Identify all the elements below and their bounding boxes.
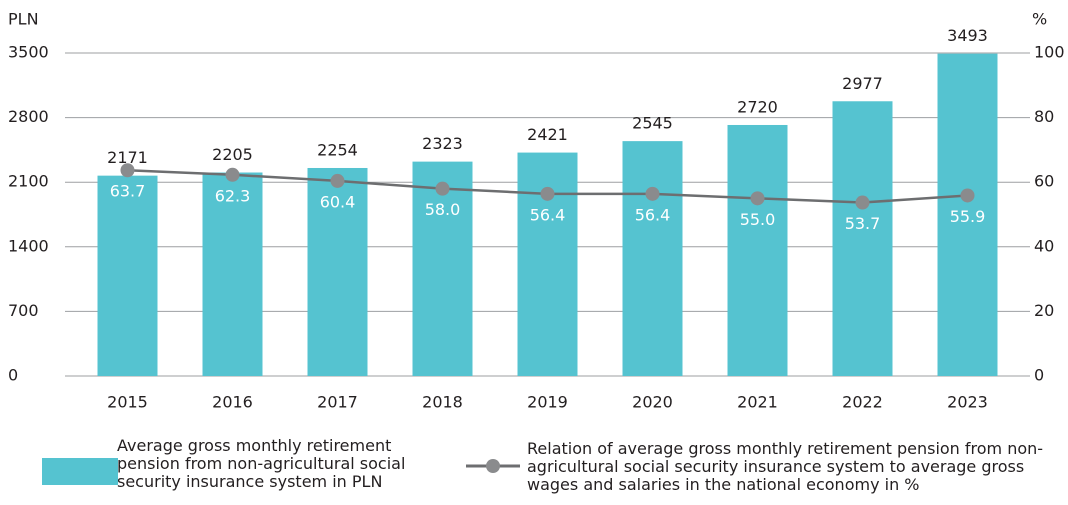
y2-tick-label: 0 [1034,366,1044,385]
bar [832,101,893,376]
bar-value-label: 2421 [527,125,568,144]
line-point [540,186,555,201]
line-point [750,191,765,206]
bar-value-label: 2205 [212,145,253,164]
legend-line-label: Relation of average gross monthly retire… [527,439,1044,494]
x-tick-label: 2023 [947,393,988,412]
x-tick-label: 2016 [212,393,253,412]
y2-tick-label: 20 [1034,301,1054,320]
bar-value-label: 2720 [737,97,778,116]
x-tick-label: 2022 [842,393,883,412]
line-point [330,173,345,188]
line-value-label: 55.0 [740,210,776,229]
y2-tick-label: 80 [1034,107,1054,126]
line-value-label: 55.9 [950,207,986,226]
line-point [960,188,975,203]
bar [307,167,368,376]
y2-unit: % [1032,10,1047,29]
y2-tick-label: 100 [1034,43,1065,62]
legend-line-swatch [466,459,520,473]
y-tick-label: 700 [8,301,39,320]
y-unit: PLN [8,10,39,29]
bar [517,152,578,376]
bar [97,175,158,376]
x-tick-label: 2021 [737,393,778,412]
x-tick-label: 2015 [107,393,148,412]
legend-point [486,459,500,473]
y2-tick-label: 60 [1034,172,1054,191]
bar [937,53,998,377]
line-value-label: 56.4 [635,205,671,224]
bar-value-label: 2977 [842,74,883,93]
y-tick-label: 0 [8,366,18,385]
x-tick-label: 2018 [422,393,463,412]
bar [727,124,788,377]
line-point [120,163,135,178]
line-point [225,167,240,182]
x-tick-label: 2017 [317,393,358,412]
x-tick-label: 2019 [527,393,568,412]
y-tick-label: 1400 [8,236,49,255]
bar [412,161,473,376]
bar-value-label: 2323 [422,134,463,153]
line-point [645,186,660,201]
line-point [435,181,450,196]
line-value-label: 53.7 [845,214,881,233]
x-tick-label: 2020 [632,393,673,412]
line-value-label: 62.3 [215,186,251,205]
line-value-label: 60.4 [320,192,356,211]
bar-value-label: 2545 [632,114,673,133]
legend-bar-swatch [42,458,118,485]
y2-tick-label: 40 [1034,236,1054,255]
bar [622,141,683,376]
y-tick-label: 2100 [8,172,49,191]
legend-bar-label: Average gross monthly retirement pension… [117,436,406,491]
bar-value-label: 2171 [107,148,148,167]
chart: PLN % 0 700 1400 2100 2800 3500 0 20 40 60 80 100 20… [8,10,1065,412]
bar-value-label: 3493 [947,26,988,45]
line-value-label: 56.4 [530,205,566,224]
line-point [855,195,870,210]
bar-value-label: 2254 [317,140,358,159]
y-tick-label: 3500 [8,43,49,62]
y-tick-label: 2800 [8,107,49,126]
line-value-label: 63.7 [110,182,146,201]
line-value-label: 58.0 [425,200,461,219]
bar [202,172,263,376]
